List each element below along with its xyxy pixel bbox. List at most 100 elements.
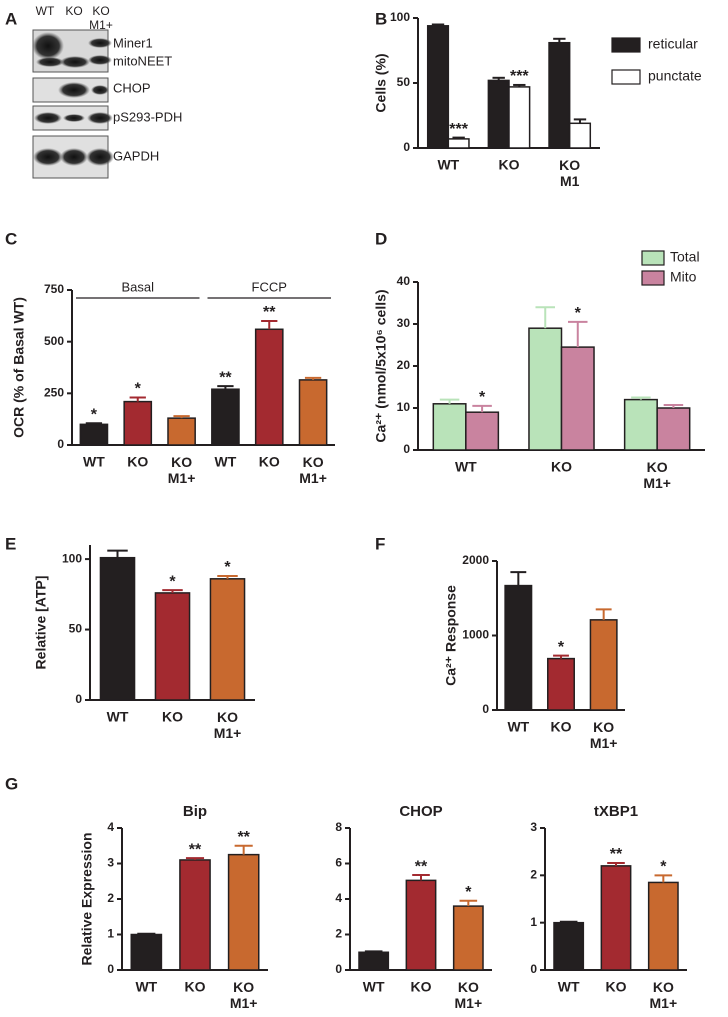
- x-tick-label: KO M1+: [650, 979, 678, 1011]
- bar: [426, 25, 450, 149]
- y-tick-label: 1: [107, 927, 114, 941]
- x-tick-label: KO M1+: [214, 709, 242, 741]
- y-tick-label: 4: [335, 891, 342, 905]
- bar: [154, 592, 191, 701]
- bar: [123, 400, 153, 446]
- chart-title: CHOP: [399, 803, 442, 820]
- bar: [623, 398, 658, 451]
- legend-swatch: [611, 37, 641, 53]
- y-tick-label: 6: [335, 856, 342, 870]
- band-label: mitoNEET: [113, 53, 172, 68]
- chart-title: Bip: [183, 803, 207, 820]
- x-tick-label: KO: [259, 454, 280, 470]
- legend-label: punctate: [648, 68, 702, 84]
- bar: [452, 905, 484, 971]
- legend-swatch: [611, 69, 641, 85]
- panel-letter: B: [375, 9, 387, 28]
- y-tick-label: 30: [397, 316, 411, 330]
- y-tick-label: 0: [335, 962, 342, 976]
- y-tick-label: 1: [530, 915, 537, 929]
- group-label: Basal: [121, 279, 154, 294]
- y-axis-label: Relative Expression: [79, 832, 95, 965]
- significance-label: *: [660, 859, 667, 876]
- band-label: Miner1: [113, 35, 153, 50]
- lane-label: KO M1+: [89, 4, 113, 32]
- y-tick-label: 1000: [462, 628, 489, 642]
- x-tick-label: KO M1+: [230, 979, 258, 1011]
- significance-label: **: [189, 841, 202, 858]
- legend-swatch: [641, 250, 665, 266]
- y-tick-label: 0: [403, 442, 410, 456]
- blot-band: [36, 57, 64, 67]
- bar: [547, 657, 575, 711]
- band-label: CHOP: [113, 80, 151, 95]
- significance-label: *: [169, 573, 176, 590]
- bar: [528, 327, 563, 451]
- significance-label: ***: [449, 121, 468, 138]
- panel-letter: D: [375, 229, 387, 248]
- x-tick-label: KO M1+: [455, 979, 483, 1011]
- y-tick-label: 3: [530, 820, 537, 834]
- lane-label: WT: [36, 4, 55, 18]
- bar: [447, 138, 470, 149]
- band-label: GAPDH: [113, 148, 159, 163]
- x-tick-label: KO M1+: [168, 454, 196, 486]
- significance-label: *: [135, 381, 142, 398]
- legend-swatch: [641, 270, 665, 286]
- lane-label: KO: [65, 4, 82, 18]
- blot-band: [60, 148, 88, 166]
- x-tick-label: WT: [455, 459, 477, 475]
- bar: [600, 865, 632, 971]
- blot-band: [91, 85, 109, 95]
- x-tick-label: WT: [135, 979, 157, 995]
- y-tick-label: 40: [397, 274, 411, 288]
- significance-label: **: [610, 846, 623, 863]
- bar: [405, 879, 437, 971]
- significance-label: **: [237, 829, 250, 846]
- bar: [79, 423, 109, 446]
- significance-label: *: [91, 407, 98, 424]
- legend-label: Mito: [670, 269, 697, 285]
- bar: [560, 346, 595, 451]
- y-tick-label: 100: [62, 551, 82, 565]
- bar: [99, 556, 136, 701]
- bar: [589, 619, 618, 711]
- panel-letter: A: [5, 9, 17, 28]
- x-tick-label: KO M1+: [299, 454, 327, 486]
- y-tick-label: 0: [403, 140, 410, 154]
- bar: [130, 933, 163, 971]
- panel-letter: C: [5, 229, 17, 248]
- y-tick-label: 2000: [462, 553, 489, 567]
- bar: [465, 411, 500, 451]
- x-tick-label: KO: [411, 979, 432, 995]
- y-tick-label: 0: [107, 962, 114, 976]
- x-tick-label: KO M1+: [643, 459, 671, 491]
- bar: [167, 417, 196, 446]
- x-tick-label: WT: [107, 709, 129, 725]
- significance-label: *: [224, 559, 231, 576]
- blot-band: [63, 114, 85, 122]
- significance-label: **: [263, 304, 276, 321]
- y-axis-label: Relative [ATP]: [33, 576, 49, 670]
- bar: [487, 79, 510, 149]
- bar: [553, 921, 585, 971]
- significance-label: **: [415, 858, 428, 875]
- y-axis-label: Ca²⁺ (nmol/5x10⁶ cells): [373, 289, 389, 442]
- y-tick-label: 0: [530, 962, 537, 976]
- significance-label: *: [465, 884, 472, 901]
- blot-panel: A WT KO KO M1+ Miner1 mitoNEET CHOP pS293…: [5, 4, 182, 179]
- legend-label: Total: [670, 249, 700, 265]
- bar: [254, 328, 284, 446]
- significance-label: *: [558, 639, 565, 656]
- blot-band: [33, 148, 63, 166]
- legend-label: reticular: [648, 36, 698, 52]
- y-tick-label: 100: [390, 10, 410, 24]
- panel-letter: G: [5, 774, 18, 793]
- bar: [508, 86, 531, 149]
- blot-band: [88, 38, 112, 48]
- bar: [209, 578, 246, 701]
- y-tick-label: 8: [335, 820, 342, 834]
- x-tick-label: KO: [127, 454, 148, 470]
- y-tick-label: 500: [44, 334, 64, 348]
